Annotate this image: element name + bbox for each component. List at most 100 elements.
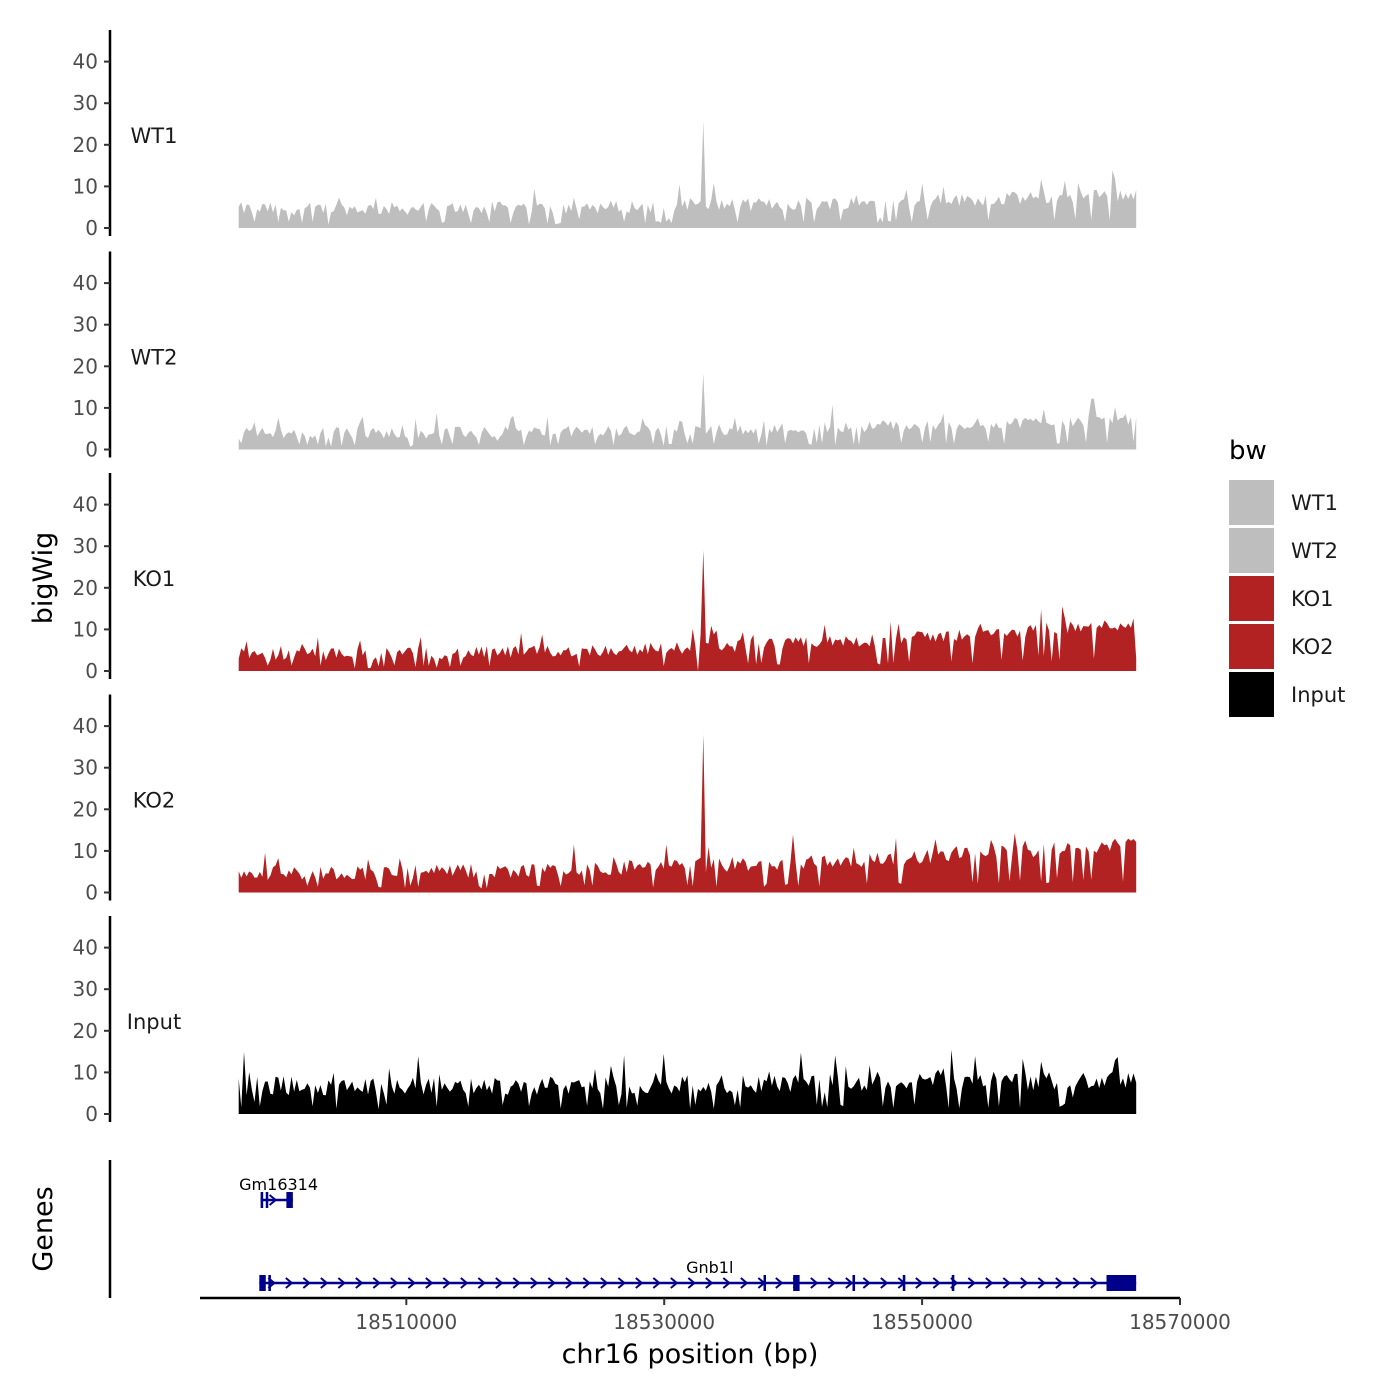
gene-label: Gnb1l: [686, 1258, 733, 1277]
exon: [852, 1275, 856, 1291]
strand-arrow: [985, 1277, 994, 1289]
y-tick-label: 30: [73, 756, 98, 780]
strand-arrow: [775, 1277, 784, 1289]
signal-tracks: 0 10 20 30 40 WT1 0 10 20 30 40 WT2 0 10 20 30 40 KO1 0 10 2…: [73, 30, 1137, 1126]
strand-arrow: [512, 1277, 521, 1289]
legend-label-wt2: WT2: [1291, 539, 1338, 563]
strand-arrow: [495, 1277, 504, 1289]
signal-area-wt2: [238, 373, 1137, 450]
strand-arrow: [268, 1194, 278, 1206]
gene-track: Gm16314 Gnb1l: [108, 1160, 1137, 1298]
y-tick-label: 30: [73, 977, 98, 1001]
y-tick-label: 30: [73, 313, 98, 337]
gene-label: Gm16314: [239, 1175, 318, 1194]
strand-arrow: [477, 1277, 486, 1289]
y-tick-label: 0: [85, 216, 98, 240]
legend-label-input: Input: [1291, 683, 1345, 707]
strand-arrow: [1072, 1277, 1081, 1289]
exon: [265, 1192, 269, 1208]
exon: [1106, 1275, 1137, 1291]
strand-arrow: [337, 1277, 346, 1289]
y-tick-label: 20: [73, 1019, 98, 1043]
y-tick-label: 10: [73, 839, 98, 863]
exon: [793, 1275, 800, 1291]
strand-arrow: [652, 1277, 661, 1289]
strand-arrow: [1037, 1277, 1046, 1289]
y-tick-label: 0: [85, 1102, 98, 1126]
y-tick-label: 40: [73, 493, 98, 517]
x-axis: 18510000 18530000 18550000 18570000: [200, 1296, 1231, 1334]
y-tick-label: 40: [73, 936, 98, 960]
strand-arrow: [407, 1277, 416, 1289]
strand-arrow: [932, 1277, 941, 1289]
y-tick-label: 0: [85, 881, 98, 905]
strand-arrow: [302, 1277, 311, 1289]
strand-arrow: [1002, 1277, 1011, 1289]
legend-title: bw: [1229, 436, 1267, 466]
y-tick-label: 20: [73, 133, 98, 157]
strand-arrow: [670, 1277, 679, 1289]
track-ko2: 0 10 20 30 40 KO2: [73, 694, 1137, 905]
legend-swatch-wt2: [1229, 528, 1274, 573]
y-tick-label: 40: [73, 714, 98, 738]
strand-arrow: [722, 1277, 731, 1289]
strand-arrow: [845, 1277, 854, 1289]
strand-arrow: [600, 1277, 609, 1289]
exon: [286, 1192, 293, 1208]
strand-arrow: [740, 1277, 749, 1289]
legend-label-ko1: KO1: [1291, 587, 1334, 611]
x-axis-title: chr16 position (bp): [562, 1339, 819, 1370]
strand-arrow: [862, 1277, 871, 1289]
track-label-input: Input: [127, 1010, 181, 1034]
strand-arrow: [390, 1277, 399, 1289]
track-label-ko2: KO2: [133, 789, 176, 813]
y-tick-label: 40: [73, 50, 98, 74]
x-tick-label: 18570000: [1129, 1310, 1231, 1334]
y-tick-label: 10: [73, 396, 98, 420]
exon: [902, 1275, 906, 1291]
y-tick-label: 10: [73, 617, 98, 641]
track-ko1: 0 10 20 30 40 KO1: [73, 473, 1137, 683]
track-wt2: 0 10 20 30 40 WT2: [73, 251, 1137, 462]
track-label-wt2: WT2: [131, 346, 178, 370]
signal-area-input: [238, 1049, 1137, 1114]
strand-arrow: [880, 1277, 889, 1289]
strand-arrow: [460, 1277, 469, 1289]
strand-arrow: [355, 1277, 364, 1289]
track-label-wt1: WT1: [131, 124, 178, 148]
signal-area-ko2: [238, 734, 1137, 893]
y-tick-label: 20: [73, 576, 98, 600]
y-tick-label: 0: [85, 659, 98, 683]
y-tick-label: 30: [73, 91, 98, 115]
exon: [763, 1275, 766, 1291]
strand-arrow: [1055, 1277, 1064, 1289]
y-tick-label: 10: [73, 174, 98, 198]
y-tick-label: 40: [73, 271, 98, 295]
strand-arrow: [547, 1277, 556, 1289]
track-label-ko1: KO1: [133, 567, 176, 591]
genes-axis-title: Genes: [28, 1186, 59, 1271]
strand-arrow: [617, 1277, 626, 1289]
exon: [951, 1275, 955, 1291]
gene-gm16314: Gm16314: [239, 1175, 318, 1208]
y-axis-title: bigWig: [28, 532, 59, 625]
legend-label-wt1: WT1: [1291, 491, 1338, 515]
legend-swatch-input: [1229, 672, 1274, 717]
exon: [268, 1275, 271, 1291]
track-wt1: 0 10 20 30 40 WT1: [73, 30, 1137, 240]
strand-arrow: [320, 1277, 329, 1289]
strand-arrow: [530, 1277, 539, 1289]
x-tick-label: 18550000: [871, 1310, 973, 1334]
strand-arrow: [810, 1277, 819, 1289]
strand-arrow: [827, 1277, 836, 1289]
exon: [259, 1275, 266, 1291]
legend-label-ko2: KO2: [1291, 635, 1334, 659]
x-tick-label: 18530000: [613, 1310, 715, 1334]
gene-gnb1l: Gnb1l: [259, 1258, 1137, 1291]
strand-arrow: [442, 1277, 451, 1289]
strand-arrow: [1020, 1277, 1029, 1289]
y-tick-label: 0: [85, 438, 98, 462]
strand-arrow: [582, 1277, 591, 1289]
strand-arrow: [285, 1277, 294, 1289]
strand-arrow: [967, 1277, 976, 1289]
